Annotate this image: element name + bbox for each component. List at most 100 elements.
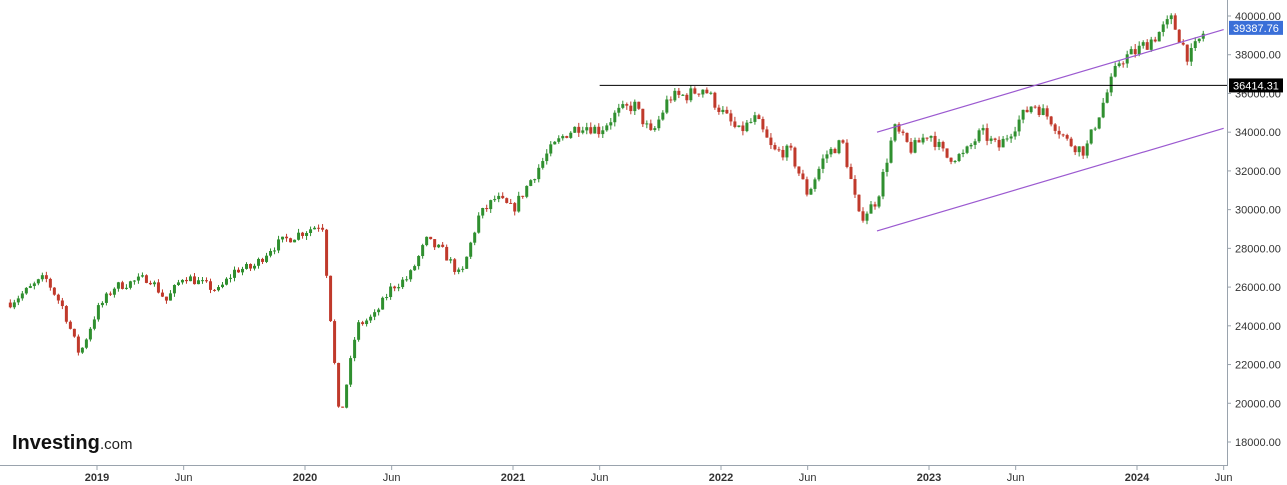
candle-body	[96, 305, 100, 320]
candle-body	[513, 203, 517, 212]
candle-body	[321, 227, 325, 230]
candle-body	[909, 141, 913, 153]
candle-body	[325, 229, 329, 276]
x-tick-label: Jun	[799, 472, 817, 484]
candle-body	[76, 336, 80, 353]
candle-body	[289, 238, 293, 243]
x-tick-label: 2024	[1125, 472, 1150, 484]
candle-body	[48, 278, 52, 288]
candle-body	[605, 125, 609, 131]
candle-body	[937, 141, 941, 147]
investing-logo: Investing .com	[12, 432, 133, 454]
candle-body	[729, 113, 733, 122]
candle-body	[469, 242, 473, 257]
candle-body	[821, 158, 825, 169]
candle-body	[837, 140, 841, 154]
candle-body	[425, 236, 429, 246]
candle-body	[897, 124, 901, 132]
candle-body	[649, 123, 653, 130]
candle-body	[261, 258, 265, 262]
candle-body	[132, 280, 136, 282]
candle-body	[485, 208, 489, 210]
candle-body	[385, 297, 389, 299]
candle-body	[104, 293, 108, 303]
candle-body	[1145, 42, 1149, 50]
candle-body	[353, 339, 357, 359]
candle-body	[369, 316, 373, 321]
candle-body	[200, 280, 204, 282]
candle-body	[765, 129, 769, 138]
candle-body	[569, 132, 573, 138]
candle-body	[212, 289, 216, 291]
candle-body	[793, 147, 797, 167]
candle-body	[825, 154, 829, 159]
candle-body	[885, 162, 889, 172]
candle-body	[933, 135, 937, 147]
candle-body	[1173, 15, 1177, 30]
y-tick-label: 38000.00	[1235, 50, 1281, 62]
channel-upper-line[interactable]	[876, 28, 1224, 133]
candle-body	[441, 244, 445, 247]
candle-body	[657, 119, 661, 129]
candle-body	[997, 139, 1001, 148]
candle-body	[461, 268, 465, 270]
candle-body	[457, 269, 461, 272]
candle-body	[164, 296, 168, 301]
candle-body	[381, 297, 385, 310]
candle-body	[357, 322, 361, 340]
candle-body	[809, 188, 813, 195]
candle-body	[184, 279, 188, 282]
y-axis: 18000.00 20000.00 22000.00 24000.00 26000.00…	[1227, 11, 1281, 449]
x-tick-label: Jun	[175, 472, 193, 484]
candle-body	[769, 137, 773, 146]
candle-body	[481, 208, 485, 216]
candle-body	[317, 227, 321, 229]
logo-name: Investing	[12, 432, 100, 454]
candle-body	[72, 328, 76, 337]
candle-body	[785, 145, 789, 158]
candle-body	[673, 90, 677, 101]
candle-body	[1129, 49, 1133, 55]
candle-body	[285, 236, 289, 239]
x-tick-label: 2019	[85, 472, 109, 484]
candle-body	[445, 246, 449, 261]
candle-body	[925, 137, 929, 139]
x-tick-label: 2020	[293, 472, 317, 484]
candle-body	[112, 288, 116, 295]
x-tick-label: Jun	[383, 472, 401, 484]
candle-body	[913, 140, 917, 153]
candle-body	[156, 282, 160, 293]
candle-body	[577, 126, 581, 133]
candle-body	[68, 321, 72, 329]
candle-body	[713, 92, 717, 108]
candle-body	[124, 287, 128, 289]
candle-body	[1037, 106, 1041, 115]
candle-body	[533, 179, 537, 181]
candle-body	[917, 140, 921, 143]
candle-body	[421, 245, 425, 257]
y-tick-label: 26000.00	[1235, 282, 1281, 294]
candle-body	[545, 153, 549, 162]
candle-body	[653, 128, 657, 130]
candle-body	[309, 229, 313, 234]
channel-lower-line[interactable]	[876, 127, 1224, 232]
candle-body	[477, 215, 481, 233]
candle-body	[24, 287, 28, 294]
candle-body	[625, 104, 629, 106]
candle-body	[841, 140, 845, 143]
y-tick-label: 22000.00	[1235, 360, 1281, 372]
candle-body	[140, 275, 144, 277]
candle-body	[241, 268, 245, 273]
candle-body	[257, 258, 261, 266]
candle-body	[192, 276, 196, 285]
y-tick-label: 24000.00	[1235, 321, 1281, 333]
candle-body	[397, 287, 401, 289]
candle-body	[541, 161, 545, 168]
candle-body	[1069, 138, 1073, 147]
candle-body	[405, 279, 409, 281]
candle-body	[409, 270, 413, 280]
candle-body	[1049, 116, 1053, 125]
candle-body	[949, 157, 953, 162]
candle-body	[108, 293, 112, 295]
